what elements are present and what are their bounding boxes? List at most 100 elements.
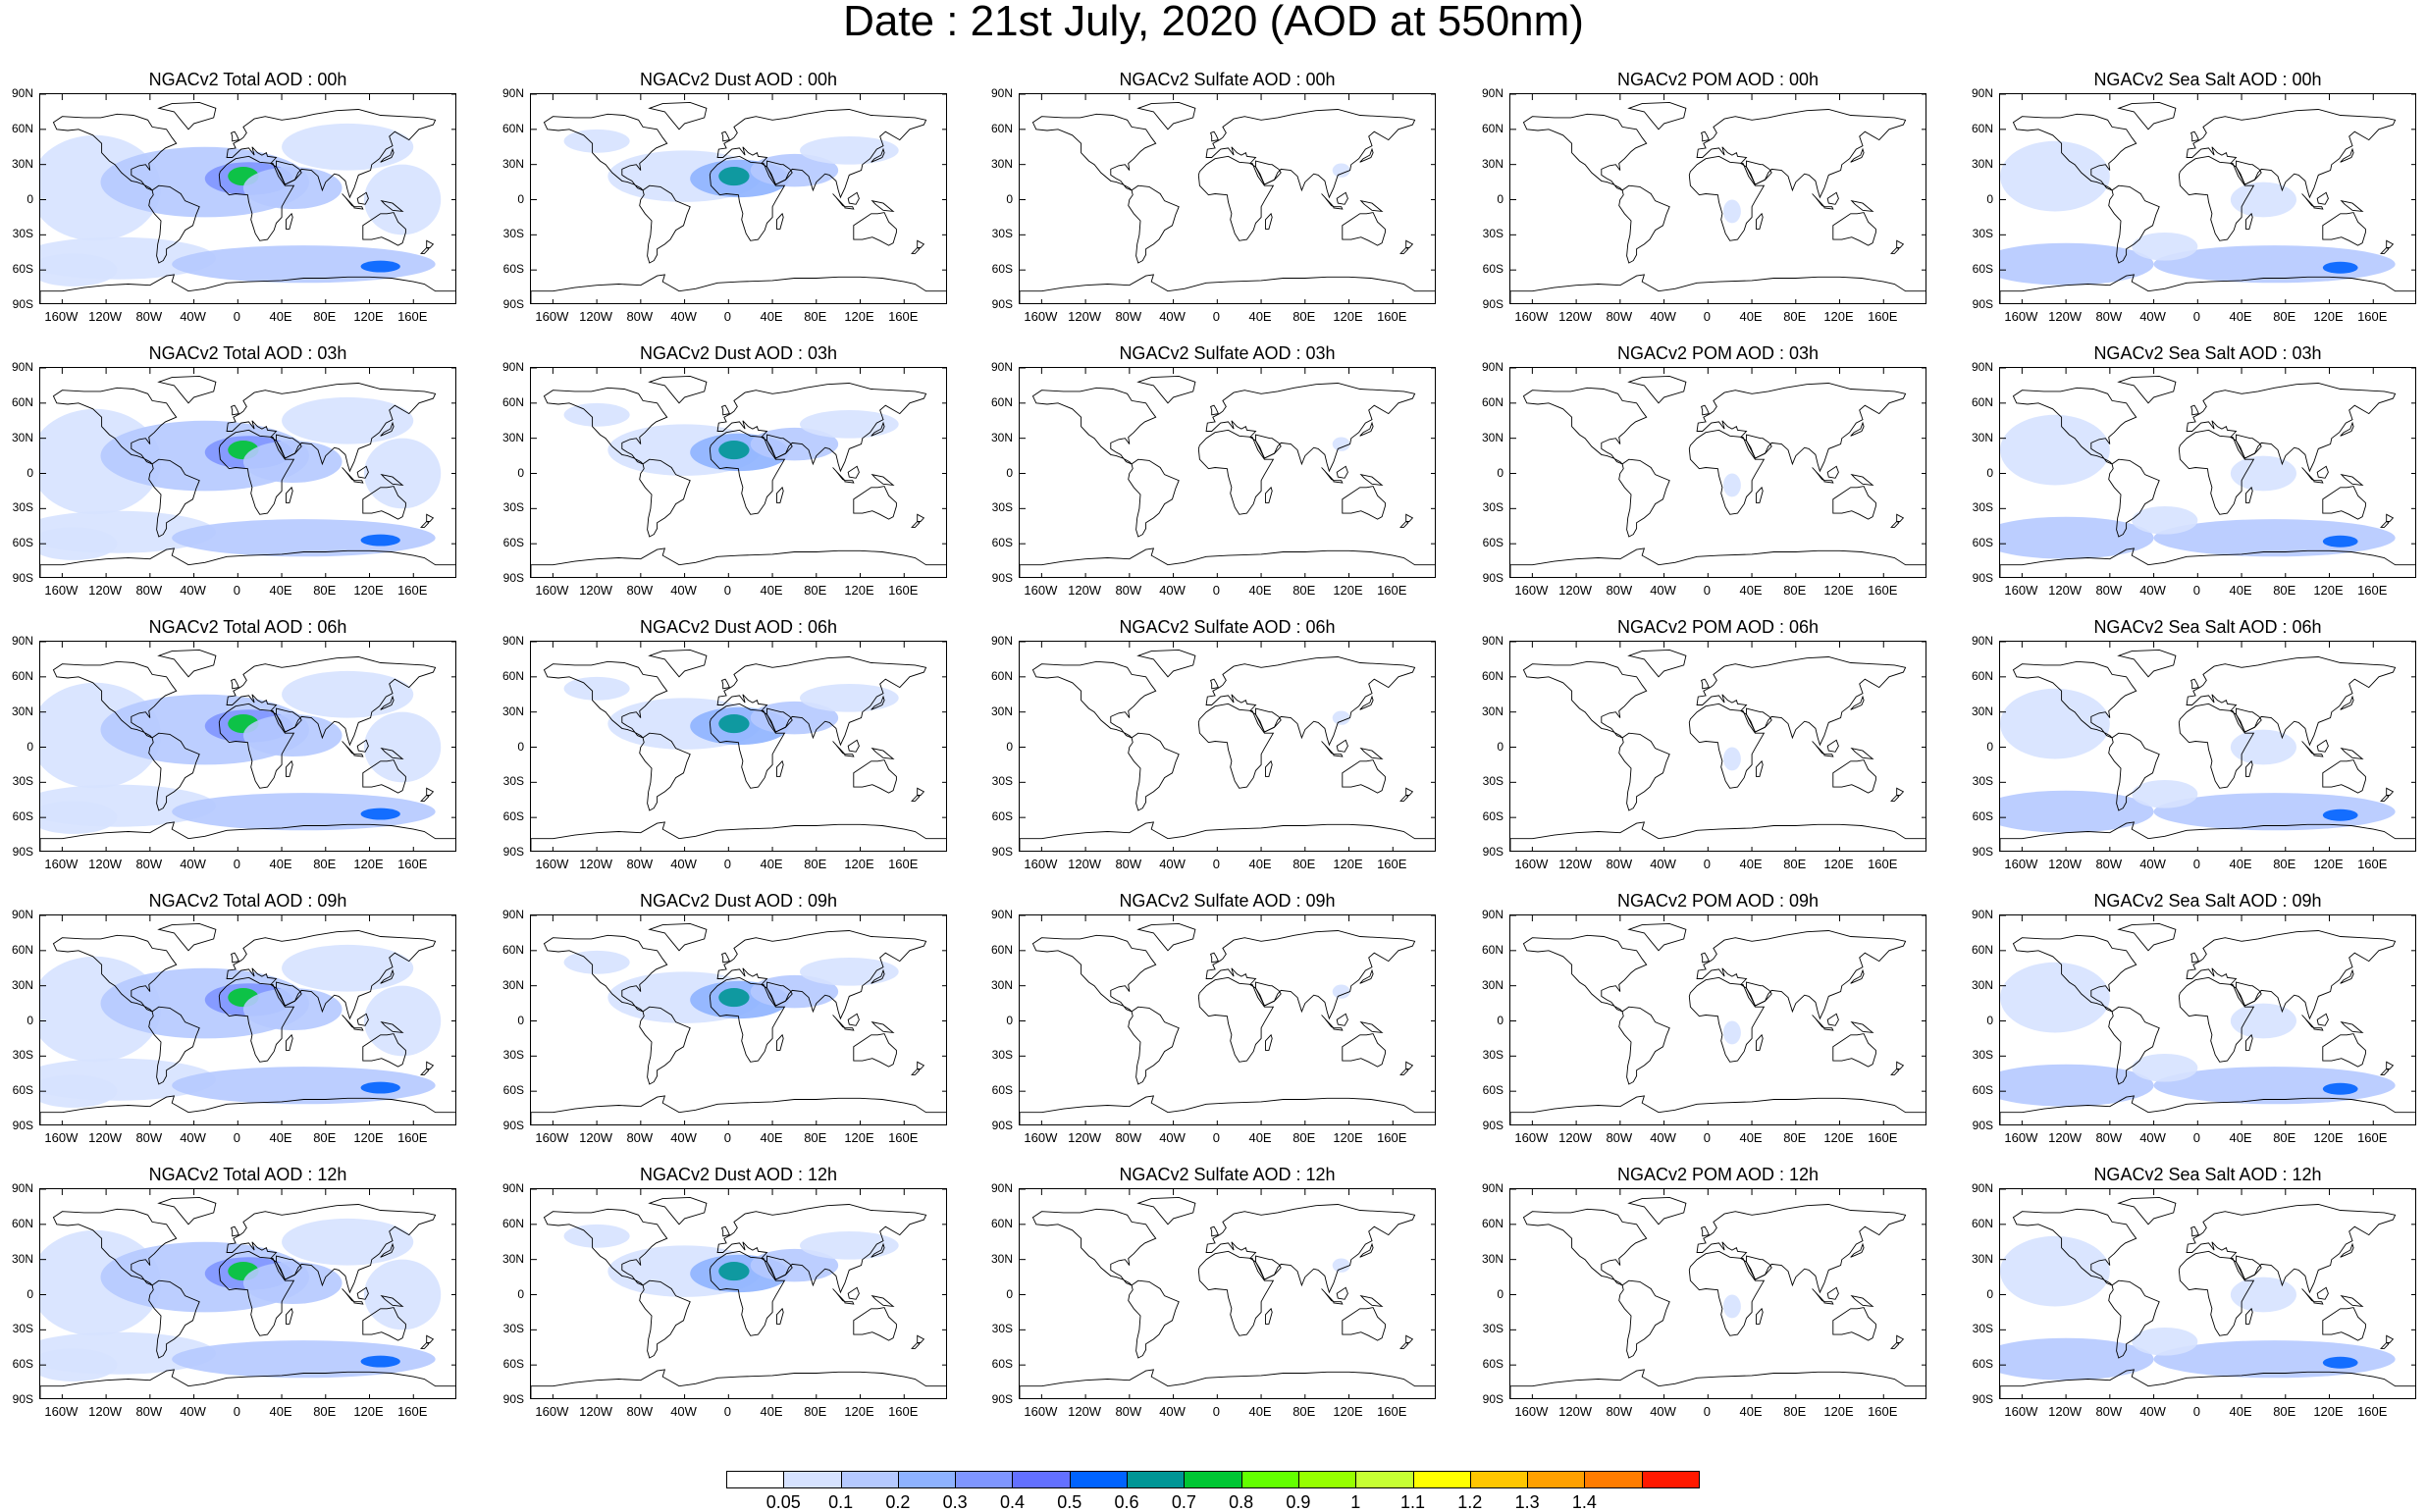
coastline [1832, 759, 1876, 794]
aod-map [1020, 642, 1435, 851]
coastline [2012, 113, 2137, 191]
lon-tick-label: 80W [626, 1404, 654, 1419]
lon-tick-label: 80E [1783, 1404, 1807, 1419]
lat-tick-label: 60N [1481, 942, 1504, 957]
panel-title: NGACv2 POM AOD : 12h [1616, 1165, 1820, 1184]
lon-tick-label: 80W [1115, 1404, 1142, 1419]
lon-tick-label: 80W [2095, 857, 2123, 871]
aod-plume [40, 253, 118, 287]
coastline [2313, 1027, 2324, 1031]
coastline [2012, 934, 2137, 1013]
lon-tick-label: 80E [313, 583, 337, 598]
coastline [1627, 101, 1687, 130]
coastline [1522, 934, 1648, 1013]
coastline [1826, 465, 1839, 479]
coastline [648, 922, 708, 952]
coastline [721, 404, 731, 416]
lat-tick-label: 30S [1972, 1048, 1993, 1063]
coastline [353, 754, 364, 757]
coastline [420, 794, 430, 802]
coastline [844, 1301, 855, 1305]
lon-tick-label: 40W [670, 583, 697, 598]
coastline [543, 1208, 668, 1286]
lon-tick-label: 0 [723, 1130, 731, 1145]
lat-tick-label: 60S [12, 1357, 33, 1372]
lon-tick-label: 40E [760, 1404, 783, 1419]
lon-tick-label: 40E [269, 1404, 292, 1419]
lat-tick-label: 30N [990, 156, 1013, 171]
lat-tick-label: 90S [502, 1119, 524, 1132]
coastline [2301, 467, 2315, 482]
lat-tick-label: 30S [12, 1322, 33, 1336]
coastline [832, 1288, 846, 1303]
lon-tick-label: 120E [1333, 583, 1363, 598]
lon-tick-label: 160W [2004, 1404, 2038, 1419]
lon-tick-label: 160E [888, 583, 919, 598]
lon-tick-label: 0 [2192, 857, 2200, 871]
colorbar-label: 0.1 [828, 1492, 854, 1512]
aod-plume [563, 129, 630, 153]
coastline [709, 155, 786, 241]
lat-tick-label: 90S [1972, 845, 1993, 859]
lon-tick-label: 40E [1739, 583, 1763, 598]
coastline [853, 212, 897, 246]
lon-tick-label: 80E [2273, 583, 2296, 598]
coastline [2380, 520, 2390, 528]
lat-tick-label: 60S [991, 1083, 1013, 1098]
coastline [356, 739, 369, 753]
panel-title: NGACv2 Dust AOD : 03h [639, 343, 838, 363]
lat-tick-label: 0 [1986, 739, 1993, 754]
map-frame [1999, 641, 2416, 852]
map-frame [39, 914, 456, 1125]
coastline [2340, 747, 2364, 760]
lat-tick-label: 0 [1006, 1013, 1013, 1027]
lon-tick-label: 40E [1739, 1130, 1763, 1145]
lon-tick-label: 40E [2229, 857, 2252, 871]
lat-tick-label: 90S [991, 1392, 1013, 1406]
lon-tick-label: 120W [579, 1130, 613, 1145]
lat-tick-label: 90S [1482, 1392, 1504, 1406]
coastline [639, 732, 691, 811]
aod-plume [2132, 505, 2198, 535]
aod-plume [563, 1224, 630, 1248]
lon-tick-label: 160E [2357, 1130, 2388, 1145]
coastline [1850, 473, 1874, 487]
coastline [709, 1250, 786, 1336]
map-frame [530, 93, 947, 304]
coastline [2000, 547, 2415, 577]
aod-plume [2230, 729, 2296, 765]
coastline [853, 759, 897, 794]
aod-plume [282, 396, 414, 444]
lat-tick-label: 30N [11, 1251, 33, 1266]
lat-tick-label: 60S [502, 809, 524, 824]
lon-tick-label: 120E [353, 583, 384, 598]
colorbar-swatch [955, 1471, 1014, 1488]
lon-tick-label: 40W [1159, 1130, 1186, 1145]
coastline [2340, 968, 2354, 984]
lat-tick-label: 0 [517, 465, 524, 480]
coastline [2386, 1061, 2395, 1069]
lat-tick-label: 30S [502, 1322, 524, 1336]
coastline [342, 741, 355, 756]
coastline [276, 160, 302, 185]
lon-tick-label: 120E [2313, 583, 2344, 598]
coastline [1342, 1033, 1386, 1068]
lon-tick-label: 40W [670, 1404, 697, 1419]
aod-plume [40, 1348, 118, 1382]
lat-tick-label: 60N [990, 121, 1013, 135]
coastline [2313, 1301, 2324, 1305]
coastline [1333, 1027, 1344, 1031]
aod-plume [563, 676, 630, 701]
coastline [1890, 1068, 1900, 1075]
lat-tick-label: 30N [1971, 156, 1993, 171]
coastline [648, 101, 708, 130]
coastline [2178, 429, 2255, 515]
aod-map [2000, 915, 2415, 1124]
coastline [871, 1294, 895, 1308]
lat-tick-label: 30N [501, 704, 524, 718]
coastline [1136, 922, 1196, 952]
coastline [1405, 787, 1414, 796]
coastline [1205, 930, 1416, 1020]
lat-tick-label: 90N [501, 908, 524, 921]
panel-title: NGACv2 Sea Salt AOD : 00h [2093, 70, 2322, 89]
